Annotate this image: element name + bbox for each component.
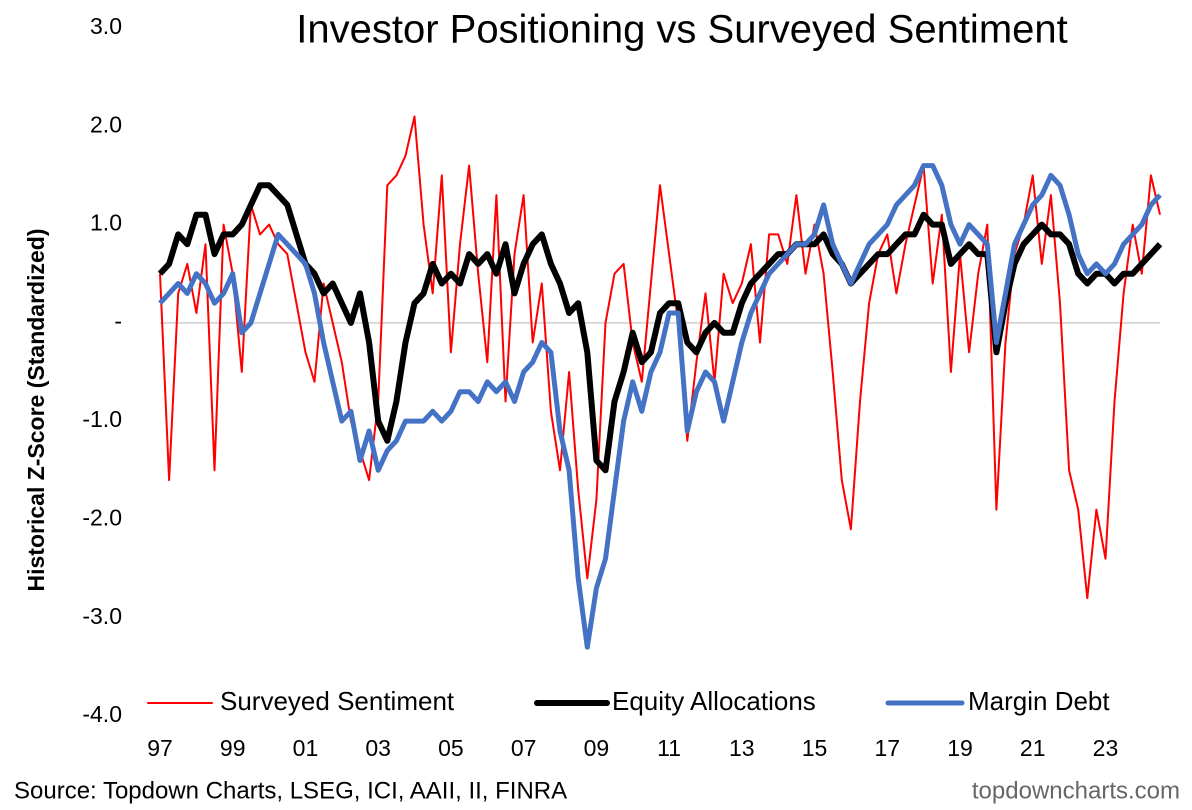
series-line [158,163,1162,650]
y-tick-label: -2.0 [82,505,122,531]
x-tick-label: 97 [147,735,173,761]
x-tick-label: 99 [220,735,246,761]
x-tick-label: 23 [1093,735,1119,761]
y-tick-label: 1.0 [90,210,122,236]
x-tick-label: 07 [511,735,537,761]
x-tick-label: 01 [293,735,319,761]
y-tick-label: -3.0 [82,603,122,629]
y-tick-label: 2.0 [90,111,122,137]
x-tick-label: 03 [365,735,391,761]
series-line [157,182,1163,474]
legend-label: Surveyed Sentiment [220,686,455,716]
x-tick-label: 11 [657,735,681,761]
legend-label: Equity Allocations [612,686,816,716]
x-tick-label: 05 [438,735,464,761]
y-tick-label: 3.0 [90,13,122,39]
y-tick-label: -1.0 [82,406,122,432]
credit: topdowncharts.com [972,777,1180,804]
legend-label: Margin Debt [968,686,1110,716]
x-tick-label: 17 [874,735,900,761]
y-tick-label: - [114,308,122,334]
chart-title: Investor Positioning vs Surveyed Sentime… [296,8,1068,52]
x-tick-label: 13 [729,735,755,761]
series-line [159,115,1161,600]
y-tick-label: -4.0 [82,701,122,727]
x-tick-label: 15 [802,735,828,761]
source: Source: Topdown Charts, LSEG, ICI, AAII,… [14,777,567,804]
x-tick-label: 09 [584,735,610,761]
x-tick-label: 21 [1020,735,1046,761]
x-tick-label: 19 [947,735,973,761]
y-axis-label: Historical Z-Score (Standardized) [23,229,49,592]
